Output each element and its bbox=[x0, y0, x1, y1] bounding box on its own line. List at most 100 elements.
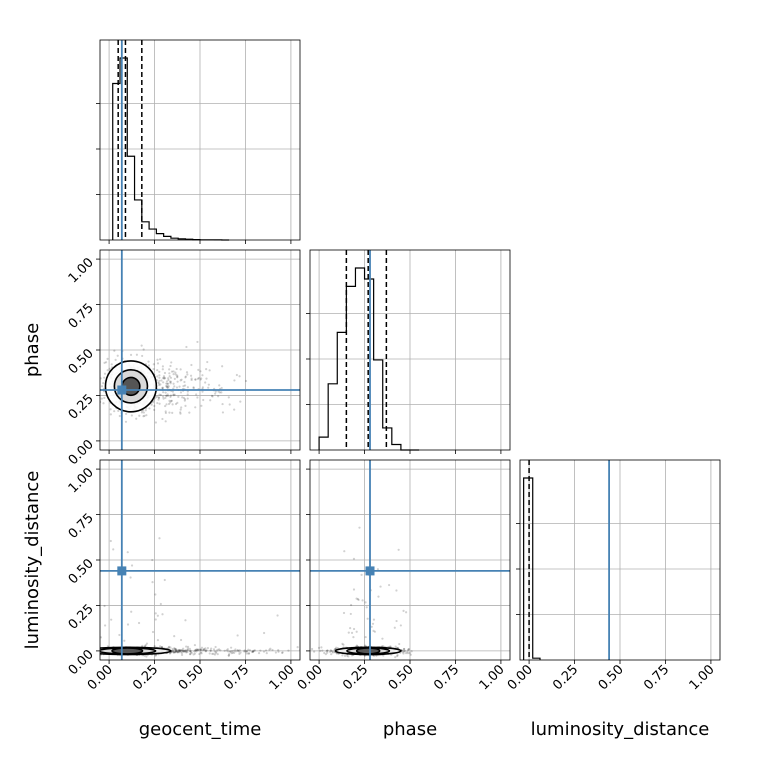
scatter-point bbox=[196, 377, 199, 380]
scatter-point bbox=[223, 649, 226, 652]
scatter-point bbox=[159, 393, 162, 397]
scatter-point bbox=[189, 649, 192, 652]
scatter-point bbox=[198, 652, 201, 656]
scatter-point bbox=[238, 652, 241, 656]
scatter-point bbox=[197, 376, 200, 380]
scatter-point bbox=[253, 649, 257, 652]
scatter-point bbox=[93, 649, 95, 651]
scatter-points bbox=[310, 526, 413, 659]
y-tick-label: 0.25 bbox=[66, 392, 97, 423]
scatter-point bbox=[281, 651, 284, 654]
scatter-point bbox=[168, 399, 171, 402]
histogram-panel-luminosity_distance bbox=[516, 459, 721, 661]
scatter-point bbox=[195, 648, 198, 651]
scatter-point bbox=[189, 651, 192, 654]
scatter-point bbox=[196, 649, 199, 652]
scatter-point bbox=[100, 636, 103, 639]
scatter-point bbox=[219, 649, 222, 652]
scatter-point bbox=[355, 597, 358, 600]
scatter-point bbox=[185, 345, 188, 349]
scatter-point bbox=[213, 653, 217, 656]
scatter-point bbox=[179, 391, 183, 394]
scatter-point bbox=[143, 644, 147, 647]
scatter-point bbox=[158, 537, 161, 540]
scatter-point bbox=[151, 401, 155, 404]
scatter-point bbox=[162, 397, 165, 400]
scatter-point bbox=[180, 406, 183, 409]
histogram-step-luminosity_distance bbox=[523, 477, 541, 660]
scatter-point bbox=[167, 646, 170, 649]
scatter-point bbox=[145, 414, 148, 417]
scatter-point bbox=[274, 651, 277, 654]
scatter-point bbox=[331, 651, 335, 654]
scatter-point bbox=[201, 374, 204, 377]
scatter-point bbox=[245, 652, 248, 655]
scatter-point bbox=[399, 624, 402, 627]
scatter-point bbox=[347, 631, 350, 634]
scatter-point bbox=[202, 398, 205, 402]
x-tick-label: 0.25 bbox=[130, 662, 161, 693]
scatter-point bbox=[188, 411, 191, 414]
scatter-point bbox=[234, 650, 237, 653]
scatter-point bbox=[217, 395, 220, 398]
scatter-point bbox=[239, 400, 242, 403]
scatter-point bbox=[277, 650, 280, 653]
scatter-point bbox=[117, 409, 120, 413]
scatter-point bbox=[319, 649, 322, 652]
scatter-point bbox=[262, 650, 266, 653]
scatter-point bbox=[356, 597, 360, 601]
scatter-point bbox=[330, 649, 333, 653]
scatter-point bbox=[395, 619, 398, 623]
scatter-point bbox=[175, 367, 178, 371]
density-contour bbox=[355, 647, 381, 655]
scatter-point bbox=[92, 393, 94, 395]
scatter-point bbox=[185, 645, 188, 648]
scatter-point bbox=[66, 648, 68, 650]
scatter-point bbox=[173, 377, 176, 380]
scatter-point bbox=[205, 377, 208, 380]
scatter-point bbox=[192, 386, 195, 389]
x-tick-label: 0.25 bbox=[550, 662, 581, 693]
scatter-point bbox=[195, 393, 198, 396]
x-tick-label: 0.50 bbox=[596, 662, 627, 693]
scatter-point bbox=[126, 623, 130, 626]
scatter-point bbox=[171, 649, 174, 653]
y-tick-label: 0.50 bbox=[66, 346, 97, 377]
scatter-point bbox=[167, 394, 170, 397]
scatter-point bbox=[147, 364, 151, 367]
scatter-point bbox=[110, 363, 113, 366]
scatter-point bbox=[147, 360, 150, 363]
scatter-point bbox=[204, 381, 207, 384]
scatter-point bbox=[154, 421, 158, 424]
x-axis-label-phase: phase bbox=[383, 719, 437, 740]
scatter-point bbox=[281, 651, 284, 655]
scatter-point bbox=[185, 371, 189, 374]
scatter-point bbox=[140, 411, 144, 414]
scatter-point bbox=[157, 398, 160, 401]
scatter-point bbox=[220, 391, 223, 394]
scatter-point bbox=[135, 353, 138, 356]
scatter-point bbox=[166, 386, 170, 389]
scatter-point bbox=[205, 649, 208, 652]
scatter-point bbox=[194, 649, 197, 652]
scatter-point bbox=[159, 358, 162, 361]
scatter-point bbox=[142, 415, 145, 418]
scatter-point bbox=[130, 414, 133, 417]
scatter-point bbox=[237, 650, 240, 653]
scatter-point bbox=[181, 396, 184, 399]
scatter-point bbox=[265, 652, 268, 655]
scatter-point bbox=[227, 396, 230, 399]
scatter-point bbox=[343, 550, 346, 553]
scatter-point bbox=[168, 380, 172, 383]
scatter-point bbox=[209, 649, 212, 652]
scatter-point bbox=[171, 411, 174, 415]
scatter-point bbox=[103, 376, 106, 379]
scatter-point bbox=[167, 382, 170, 385]
scatter-point bbox=[196, 340, 199, 344]
scatter-point bbox=[183, 649, 186, 652]
scatter-point bbox=[103, 604, 106, 608]
y-tick-label: 0.00 bbox=[66, 647, 97, 678]
scatter-point bbox=[408, 651, 411, 655]
scatter-point bbox=[276, 614, 279, 617]
scatter-point bbox=[335, 646, 338, 649]
